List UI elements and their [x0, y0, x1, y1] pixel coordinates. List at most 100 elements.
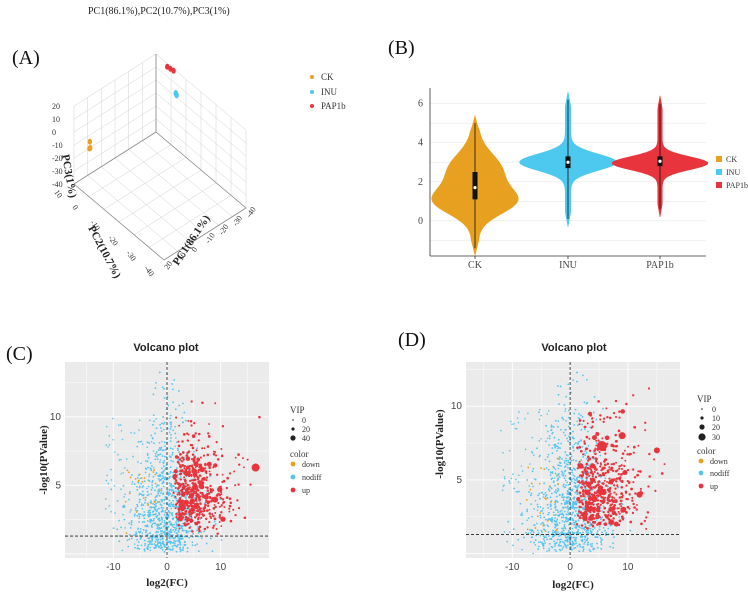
volcano-point-nodiff [149, 506, 152, 509]
volcano-point-nodiff [547, 531, 550, 533]
volcano-point-nodiff [181, 402, 184, 405]
volcano-point-nodiff [565, 463, 568, 465]
pca-pc3-tick: 0 [52, 128, 56, 137]
volcano-point-up [242, 457, 244, 460]
volcano-point-up [191, 479, 195, 482]
volcano-point-nodiff [540, 492, 543, 494]
volcano-point-nodiff [558, 543, 560, 546]
volcano-point-nodiff [552, 480, 555, 483]
volcano-point-nodiff [171, 548, 174, 551]
volcano-point-up [602, 518, 605, 522]
volcano-point-up [635, 508, 638, 511]
volcano-point-up [588, 437, 591, 440]
volcano-point-down [544, 497, 546, 500]
volcano-point-up [186, 451, 189, 454]
volcano-point-up [598, 450, 601, 454]
volcano-point-up [203, 514, 206, 517]
volcano-point-up [577, 463, 584, 469]
volcano-point-up [581, 470, 584, 474]
volcano-point-nodiff [153, 442, 155, 445]
volcano-point-nodiff [564, 506, 567, 509]
volcano-point-nodiff [579, 545, 582, 548]
volcano-point-nodiff [105, 425, 108, 428]
volcano-point-up [188, 500, 194, 506]
volcano-point-nodiff [161, 548, 164, 551]
volcano-point-nodiff [209, 475, 211, 478]
volcano-point-nodiff [556, 450, 558, 452]
volcano-point-up [584, 466, 587, 469]
volcano-point-up [174, 495, 177, 498]
volcano-point-nodiff [607, 527, 610, 530]
volcano-point-up [225, 486, 229, 490]
volcano-point-nodiff [164, 527, 167, 530]
volcano-point-up [588, 518, 591, 521]
volcano-point-nodiff [136, 476, 139, 479]
volcano-point-nodiff [520, 465, 523, 467]
volcano-point-up [221, 425, 225, 428]
volcano-point-up [194, 432, 197, 435]
volcano-point-up [585, 517, 588, 520]
volcano-point-up [228, 472, 232, 475]
volcano-point-nodiff [154, 505, 157, 507]
volcano-point-up-large [653, 447, 660, 454]
volcano-point-up [175, 516, 178, 519]
volcano-point-nodiff [196, 447, 198, 450]
volcano-point-up [183, 479, 187, 483]
volcano-point-up [576, 489, 579, 492]
volcano-point-up-large [585, 481, 592, 488]
pca-legend: CK INU PAP1b [310, 72, 346, 111]
volcano-point-nodiff [561, 471, 564, 474]
volcano-point-up [176, 460, 180, 464]
volcano-point-nodiff [566, 492, 569, 495]
volcano-point-nodiff [574, 546, 577, 549]
volcano-point-up [617, 510, 620, 514]
volcano-point-up [633, 476, 637, 479]
volcano-point-nodiff [558, 494, 561, 497]
volcano-point-nodiff [157, 490, 160, 493]
volcano-point-nodiff [147, 466, 149, 469]
volcano-point-up [627, 445, 629, 448]
volcano-point-nodiff [156, 494, 159, 497]
volcano-point-up [208, 423, 211, 425]
volcano-point-up [600, 474, 603, 477]
volcano-point-up [644, 429, 647, 432]
volcano-point-nodiff [566, 506, 568, 509]
volcano-d-ylabel: -log10(PValue) [434, 409, 446, 479]
volcano-point-nodiff [576, 512, 578, 515]
volcano-point-up [614, 416, 617, 419]
volcano-point-nodiff [565, 395, 568, 398]
volcano-point-nodiff [175, 490, 177, 493]
volcano-point-up [208, 520, 211, 524]
volcano-point-nodiff [554, 503, 556, 506]
volcano-point-up [187, 474, 191, 478]
volcano-point-up [625, 511, 628, 514]
volcano-point-nodiff [159, 427, 162, 429]
panel-letter-a: (A) [12, 47, 40, 69]
volcano-point-up [601, 501, 605, 505]
volcano-d-color-nodiff: nodiff [710, 469, 730, 478]
volcano-d-xlabel: log2(FC) [552, 579, 594, 591]
volcano-point-nodiff [556, 385, 559, 387]
volcano-point-nodiff [565, 420, 567, 422]
volcano-point-down [556, 474, 559, 477]
volcano-point-nodiff [548, 511, 550, 514]
volcano-point-up [591, 475, 594, 478]
volcano-point-nodiff [118, 540, 121, 543]
volcano-point-nodiff [530, 492, 533, 495]
volcano-point-nodiff [600, 541, 602, 543]
violin-shapes [431, 91, 709, 257]
volcano-point-nodiff [156, 527, 159, 530]
volcano-point-up [196, 518, 200, 521]
volcano-point-nodiff [139, 499, 142, 501]
volcano-point-up [597, 521, 602, 526]
volcano-point-nodiff [546, 456, 549, 458]
volcano-c-color-up: up [302, 486, 310, 495]
volcano-point-nodiff [175, 527, 178, 530]
volcano-point-up [174, 507, 177, 510]
violin-median-pap1b [658, 159, 662, 163]
volcano-point-up [220, 504, 223, 507]
volcano-point-up [183, 465, 187, 468]
volcano-point-up [216, 532, 219, 535]
volcano-point-up [196, 457, 201, 462]
volcano-point-up [182, 432, 186, 436]
